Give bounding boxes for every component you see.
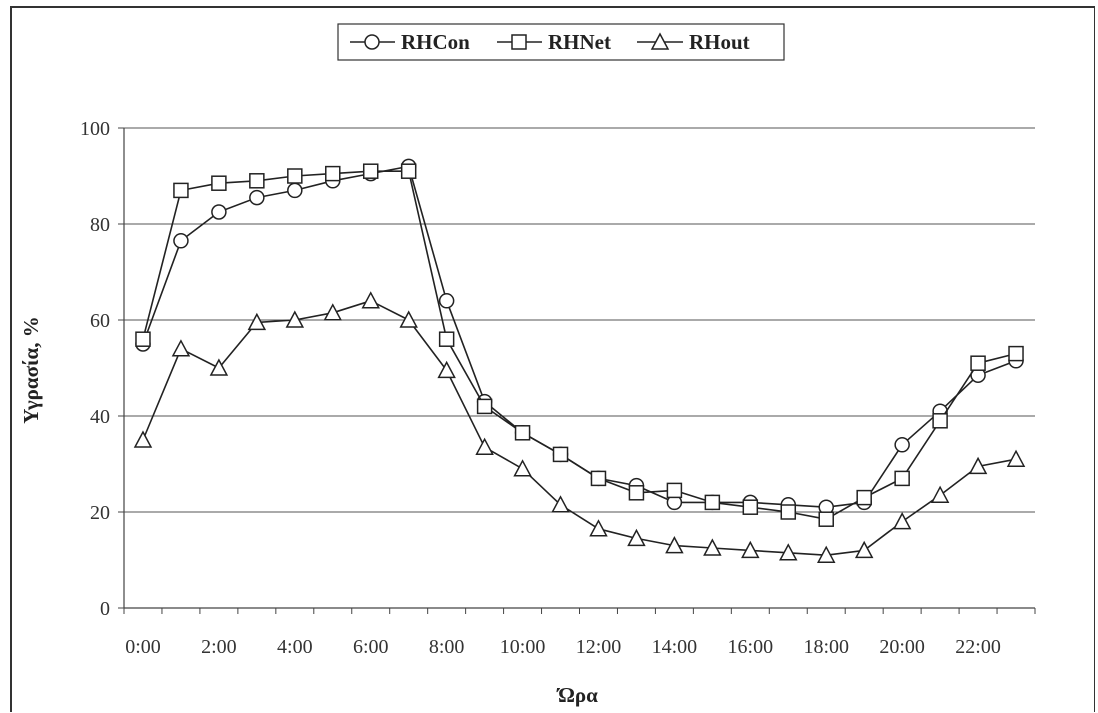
data-point: [173, 233, 189, 249]
data-point: [247, 312, 267, 331]
data-point: [970, 355, 986, 371]
y-axis-title: Υγρασία, %: [19, 316, 43, 424]
data-point: [741, 540, 760, 559]
y-tick-label: 20: [90, 502, 110, 524]
data-point: [627, 528, 646, 547]
data-point: [361, 291, 380, 309]
data-point: [628, 485, 645, 501]
x-tick-label: 18:00: [803, 636, 849, 658]
x-tick-label: 20:00: [879, 636, 925, 658]
series-line: [142, 165, 1017, 509]
x-tick-label: 22:00: [955, 636, 1001, 658]
data-point: [1008, 345, 1024, 362]
chart-frame: [10, 6, 1095, 712]
data-point: [894, 470, 910, 487]
data-point: [399, 310, 418, 328]
x-axis-title: Ώρα: [556, 683, 598, 707]
data-point: [856, 489, 872, 506]
data-point: [704, 494, 721, 511]
data-point: [818, 511, 834, 527]
data-point: [892, 512, 912, 530]
data-point: [816, 545, 836, 563]
data-point: [551, 495, 570, 513]
series-rhout: [133, 291, 1026, 563]
series-rhnet: [135, 163, 1024, 527]
legend-entry-rhout: RHout: [637, 30, 750, 54]
x-tick-label: 8:00: [429, 636, 465, 658]
series-rhcon: [135, 158, 1024, 515]
data-point: [930, 485, 950, 503]
x-tick-label: 6:00: [353, 636, 389, 658]
gridlines: [124, 127, 1035, 513]
data-point: [287, 168, 303, 184]
legend-box: [337, 23, 785, 61]
data-point: [173, 182, 189, 199]
data-point: [438, 331, 455, 347]
data-point: [437, 360, 456, 379]
data-point: [249, 189, 265, 206]
data-point: [438, 293, 455, 309]
data-point: [171, 339, 191, 357]
data-point: [325, 165, 341, 182]
series-line: [142, 170, 1017, 521]
data-point: [323, 303, 343, 321]
data-point: [513, 459, 532, 477]
data-point: [362, 163, 379, 179]
y-tick-label: 60: [90, 310, 110, 332]
data-point: [475, 437, 494, 455]
tick-labels: 0 20 40 60 80 100 0:00 2:00 4:00 6:00 8:00 10:00 12:…: [80, 118, 1001, 658]
data-point: [665, 536, 684, 554]
data-point: [589, 519, 608, 537]
y-tick-label: 100: [80, 118, 110, 140]
data-point: [780, 504, 797, 520]
legend-label-rhcon: RHCon: [401, 30, 470, 54]
data-point: [742, 499, 759, 515]
data-point: [400, 163, 417, 179]
x-tick-label: 10:00: [500, 636, 546, 658]
data-point: [590, 470, 607, 487]
legend-label-rhout: RHout: [689, 30, 750, 54]
legend-triangle-marker-icon: [650, 32, 670, 50]
x-tick-label: 16:00: [728, 636, 774, 658]
data-point: [133, 430, 153, 448]
data-point: [476, 398, 493, 415]
data-point: [1006, 449, 1026, 467]
data-point: [285, 310, 305, 328]
data-point: [209, 358, 229, 376]
legend-circle-marker-icon: [364, 34, 380, 50]
legend-square-marker-icon: [511, 34, 527, 50]
data-point: [135, 331, 151, 347]
data-point: [894, 437, 910, 453]
x-tick-label: 12:00: [576, 636, 622, 658]
legend-label-rhnet: RHNet: [548, 30, 611, 54]
legend-entry-rhcon: RHCon: [350, 30, 470, 54]
axes: [118, 127, 1036, 614]
y-tick-label: 40: [90, 406, 110, 428]
data-point: [287, 182, 303, 199]
x-tick-label: 14:00: [652, 636, 698, 658]
legend: RHCon RHNet RHout: [337, 23, 785, 61]
series-layer: [133, 158, 1026, 563]
y-tick-label: 80: [90, 214, 110, 236]
data-point: [779, 543, 798, 561]
data-point: [666, 482, 683, 499]
y-tick-label: 0: [100, 598, 110, 620]
legend-entry-rhnet: RHNet: [497, 30, 611, 54]
data-point: [703, 538, 722, 556]
x-tick-label: 0:00: [125, 636, 161, 658]
data-point: [552, 446, 569, 463]
x-tick-label: 2:00: [201, 636, 237, 658]
data-point: [968, 456, 988, 475]
data-point: [854, 540, 874, 559]
data-point: [211, 204, 227, 220]
data-point: [514, 425, 531, 441]
data-point: [211, 175, 227, 191]
x-tick-label: 4:00: [277, 636, 313, 658]
data-point: [249, 173, 265, 189]
data-point: [932, 413, 948, 429]
series-line: [142, 299, 1017, 557]
